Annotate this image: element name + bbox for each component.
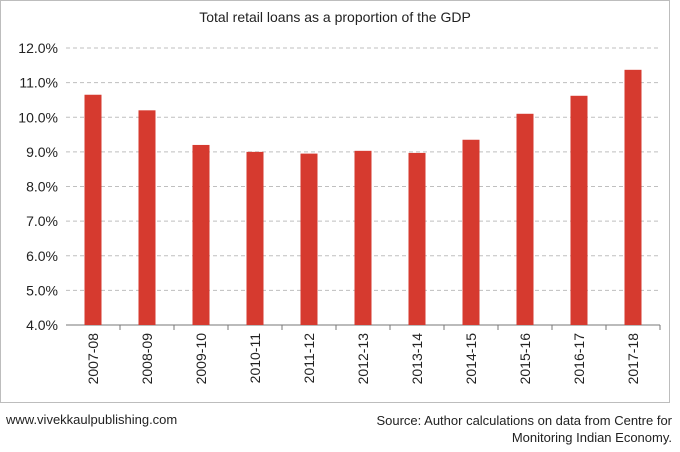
bar [192,144,210,325]
bar [354,150,372,325]
x-tick-label: 2009-10 [193,333,209,385]
y-tick-label: 9.0% [26,144,58,160]
x-tick-label: 2012-13 [355,333,371,385]
y-tick-label: 12.0% [18,40,58,56]
bar [570,95,588,325]
bar [84,94,102,326]
bar [246,151,264,325]
y-tick-label: 4.0% [26,317,58,333]
chart-title: Total retail loans as a proportion of th… [199,9,471,25]
bar [462,139,480,325]
y-tick-label: 10.0% [18,109,58,125]
x-tick-label: 2007-08 [85,333,101,385]
bar-chart: 4.0% 5.0% 6.0% 7.0% 8.0% 9.0% 10.0% 11.0% 12.0% 2… [18,40,661,385]
bar [516,113,534,325]
x-tick-label: 2010-11 [247,333,263,384]
x-tick-label: 2013-14 [409,333,425,385]
y-tick-label: 7.0% [26,213,58,229]
x-tick-label: 2008-09 [139,333,155,385]
bar [300,153,318,325]
y-tick-label: 8.0% [26,179,58,195]
x-tick-label: 2011-12 [301,333,317,384]
x-tick-label: 2016-17 [571,333,587,385]
x-tick-label: 2014-15 [463,333,479,385]
website-credit: www.vivekkaulpublishing.com [6,412,178,427]
bar [408,152,426,325]
x-tick-label: 2017-18 [625,333,641,385]
chart-frame [0,0,670,403]
source-note: Source: Author calculations on data from… [376,413,672,445]
y-tick-label: 11.0% [19,75,58,91]
y-tick-label: 5.0% [26,282,58,298]
x-tick-label: 2015-16 [517,333,533,385]
bar [624,69,642,325]
y-tick-label: 6.0% [26,248,58,264]
bar [138,110,156,325]
